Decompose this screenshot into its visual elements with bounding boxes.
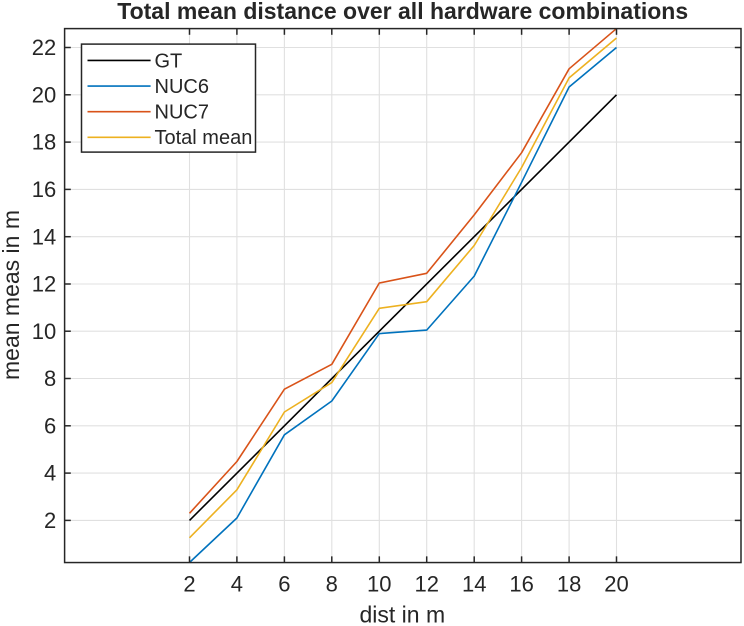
svg-text:4: 4 — [44, 461, 56, 486]
svg-text:mean meas in m: mean meas in m — [0, 210, 24, 380]
svg-text:Total mean distance over all h: Total mean distance over all hardware co… — [117, 0, 688, 24]
svg-text:18: 18 — [32, 130, 56, 155]
svg-text:2: 2 — [44, 508, 56, 533]
svg-text:14: 14 — [462, 571, 486, 596]
svg-text:16: 16 — [32, 177, 56, 202]
svg-text:14: 14 — [32, 224, 56, 249]
svg-text:12: 12 — [32, 272, 56, 297]
svg-text:22: 22 — [32, 35, 56, 60]
svg-text:10: 10 — [367, 571, 391, 596]
svg-text:dist in m: dist in m — [359, 601, 445, 626]
svg-text:20: 20 — [604, 571, 628, 596]
svg-text:10: 10 — [32, 319, 56, 344]
svg-text:8: 8 — [44, 366, 56, 391]
svg-text:16: 16 — [509, 571, 533, 596]
svg-text:GT: GT — [155, 50, 183, 72]
svg-text:Total mean: Total mean — [155, 127, 253, 149]
svg-text:6: 6 — [278, 571, 290, 596]
svg-text:2: 2 — [183, 571, 195, 596]
svg-text:8: 8 — [326, 571, 338, 596]
svg-text:NUC7: NUC7 — [155, 102, 209, 124]
svg-text:20: 20 — [32, 82, 56, 107]
svg-text:18: 18 — [557, 571, 581, 596]
svg-text:NUC6: NUC6 — [155, 76, 209, 98]
svg-text:4: 4 — [231, 571, 243, 596]
svg-text:12: 12 — [414, 571, 438, 596]
svg-text:6: 6 — [44, 413, 56, 438]
